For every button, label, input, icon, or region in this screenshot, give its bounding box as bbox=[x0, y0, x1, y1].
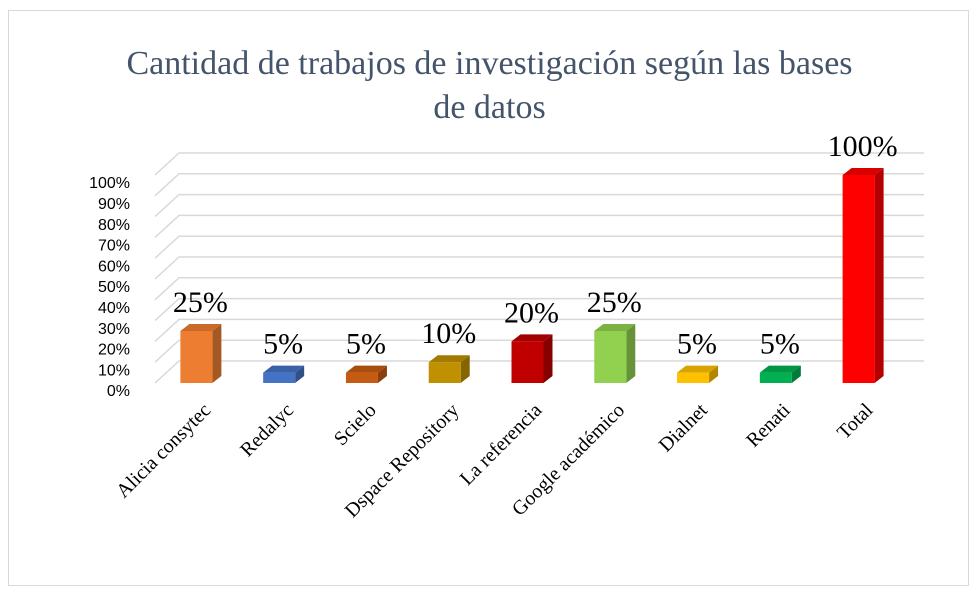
bar-side bbox=[709, 365, 719, 383]
y-tick-label: 0% bbox=[107, 383, 130, 400]
grid-line bbox=[154, 214, 924, 238]
bar-top bbox=[842, 168, 884, 175]
grid-line bbox=[154, 318, 924, 342]
bar-top bbox=[759, 365, 801, 373]
value-label: 5% bbox=[263, 327, 303, 360]
bar bbox=[759, 372, 792, 383]
chart-frame bbox=[8, 10, 969, 586]
bar-top bbox=[511, 334, 553, 342]
bar-side bbox=[791, 365, 801, 383]
y-tick-label: 90% bbox=[98, 196, 130, 213]
bar bbox=[345, 372, 378, 383]
value-label: 5% bbox=[677, 327, 717, 360]
grid-line bbox=[154, 235, 924, 259]
y-tick-label: 80% bbox=[98, 217, 130, 234]
value-label: 10% bbox=[421, 317, 476, 350]
grid-line bbox=[154, 297, 924, 322]
y-tick-label: 20% bbox=[98, 342, 130, 359]
x-tick-label: Dialnet bbox=[655, 399, 712, 456]
bar bbox=[511, 341, 544, 383]
bar-side bbox=[295, 365, 305, 383]
bar-top bbox=[594, 324, 636, 331]
bar bbox=[677, 372, 710, 383]
y-tick-label: 70% bbox=[98, 238, 130, 255]
y-tick-label: 10% bbox=[98, 362, 130, 379]
y-tick-label: 60% bbox=[98, 258, 130, 275]
chart-title: Cantidad de trabajos de investigación se… bbox=[126, 45, 853, 126]
value-label: 5% bbox=[346, 327, 386, 360]
x-tick-label: Renati bbox=[742, 399, 795, 452]
value-label: 5% bbox=[760, 327, 800, 360]
bar bbox=[594, 331, 627, 383]
x-tick-label: Scielo bbox=[330, 399, 381, 450]
grid-line bbox=[154, 256, 924, 280]
bar-top bbox=[345, 365, 387, 373]
grid-line bbox=[154, 193, 924, 218]
grid-line bbox=[154, 152, 924, 176]
grid-line bbox=[154, 360, 924, 384]
bar-side bbox=[212, 324, 222, 383]
y-tick-label: 50% bbox=[98, 279, 130, 296]
value-label: 25% bbox=[587, 286, 642, 319]
grid-line bbox=[154, 339, 924, 363]
bar bbox=[180, 331, 213, 383]
bar bbox=[263, 372, 296, 383]
bar-top bbox=[180, 324, 222, 331]
y-tick-label: 100% bbox=[89, 175, 130, 192]
y-tick-label: 30% bbox=[98, 321, 130, 338]
value-label: 20% bbox=[504, 296, 559, 329]
bar-side bbox=[626, 324, 636, 383]
bar-side bbox=[543, 334, 553, 383]
grid-line bbox=[154, 173, 924, 197]
grid-line bbox=[154, 277, 924, 301]
value-label: 25% bbox=[173, 286, 228, 319]
x-tick-label: La referencia bbox=[456, 399, 547, 490]
bar-side bbox=[460, 355, 470, 383]
bar-top bbox=[428, 355, 470, 363]
x-tick-label: Alicia consytec bbox=[112, 399, 215, 502]
bar-side bbox=[874, 168, 884, 383]
value-label: 100% bbox=[828, 130, 898, 163]
x-tick-label: Total bbox=[833, 399, 878, 444]
y-tick-label: 40% bbox=[98, 300, 130, 317]
bar-top bbox=[677, 365, 719, 373]
bar bbox=[842, 175, 875, 383]
bar-side bbox=[377, 365, 387, 383]
x-tick-label: Redalyc bbox=[236, 399, 298, 461]
bar-top bbox=[263, 365, 305, 373]
bar bbox=[428, 362, 461, 383]
